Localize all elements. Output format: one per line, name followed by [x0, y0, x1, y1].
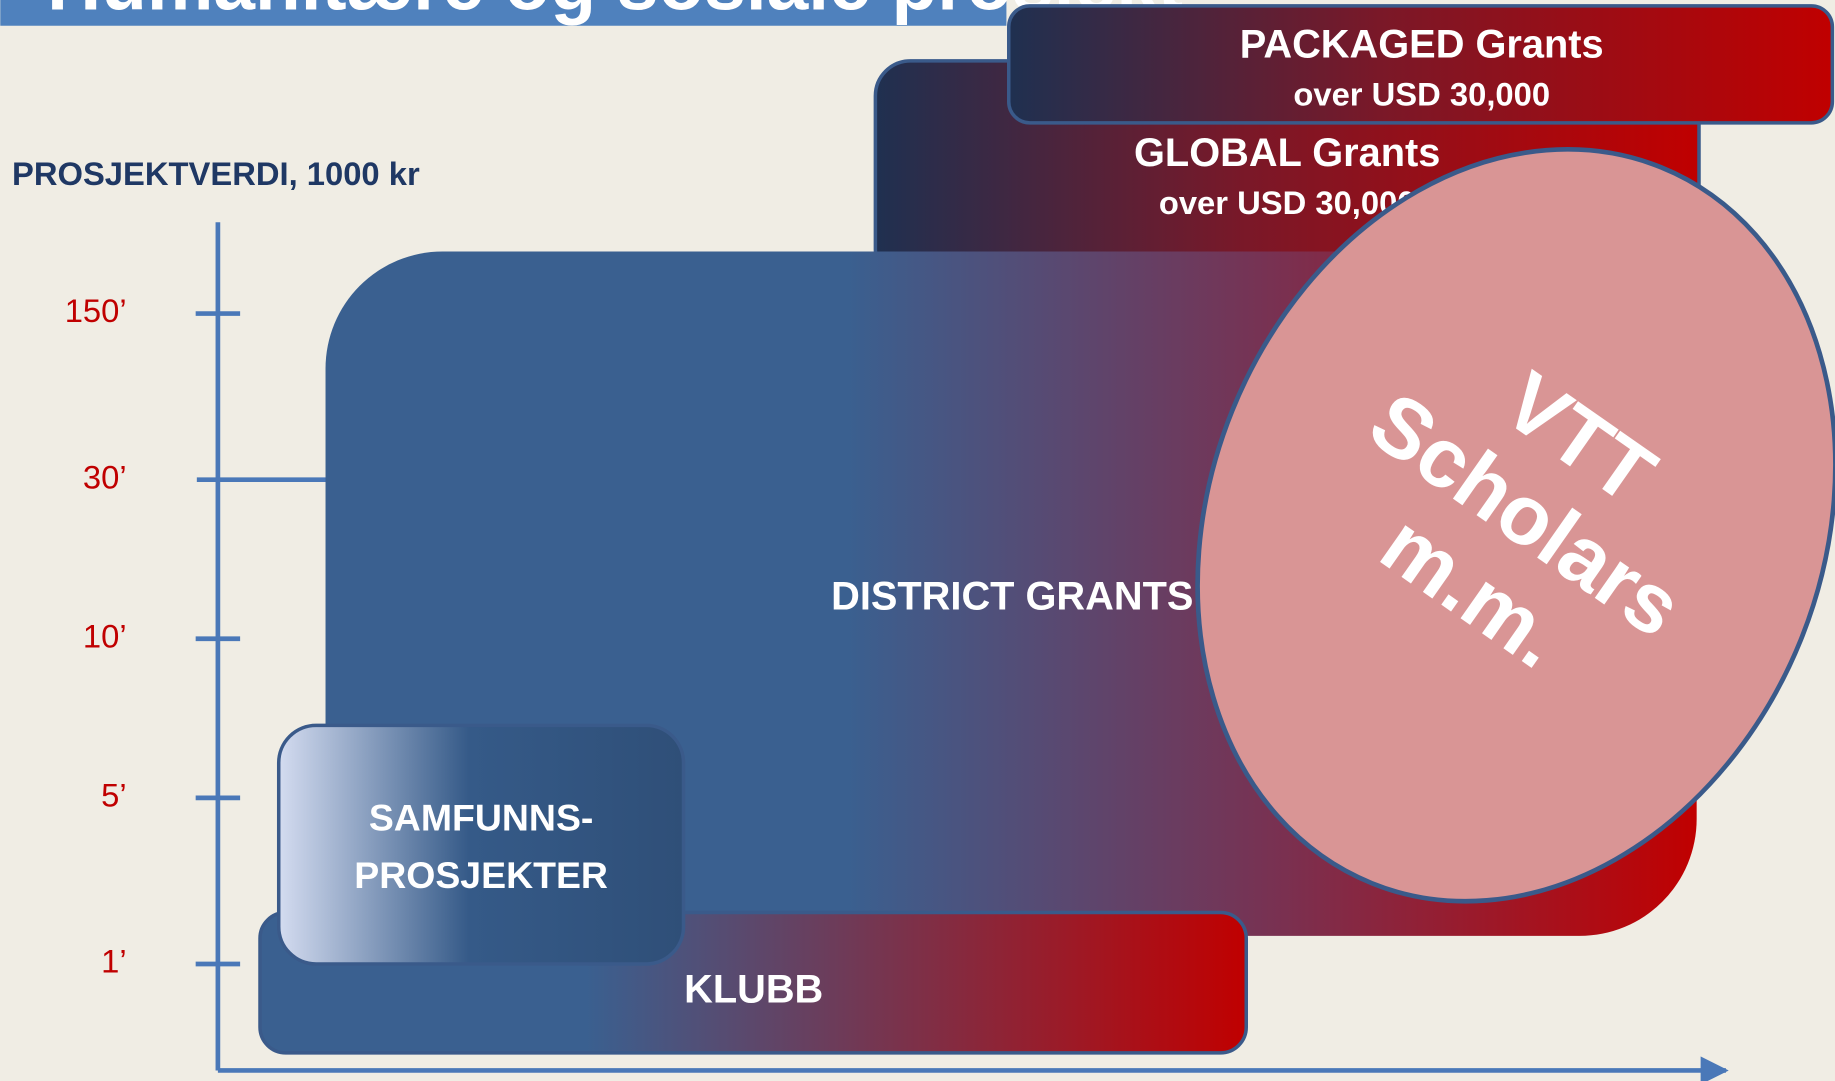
axis-label: PROSJEKTVERDI, 1000 kr: [12, 155, 420, 192]
tick-label: 1’: [101, 943, 127, 980]
vtt-ellipse: [1195, 147, 1835, 904]
samfunns-line1: SAMFUNNS-: [369, 797, 594, 839]
klubb-title: KLUBB: [684, 968, 823, 1012]
packaged-subtitle: over USD 30,000: [1293, 75, 1550, 112]
tick-label: 150’: [65, 292, 127, 329]
samfunns-line2: PROSJEKTER: [354, 854, 608, 896]
packaged-title: PACKAGED Grants: [1240, 22, 1604, 66]
tick-label: 30’: [83, 458, 127, 495]
tick-label: 10’: [83, 617, 127, 654]
global-title: GLOBAL Grants: [1134, 131, 1440, 175]
packaged-box: [1006, 4, 1835, 125]
tick-label: 5’: [101, 777, 127, 814]
title: Humanitære og sosiale prosjekt: [47, 0, 1183, 25]
title-banner: [0, 0, 1007, 26]
samfunns-box: [276, 723, 686, 966]
district-title: DISTRICT GRANTS: [831, 575, 1193, 619]
global-subtitle: over USD 30,000: [1159, 184, 1416, 221]
